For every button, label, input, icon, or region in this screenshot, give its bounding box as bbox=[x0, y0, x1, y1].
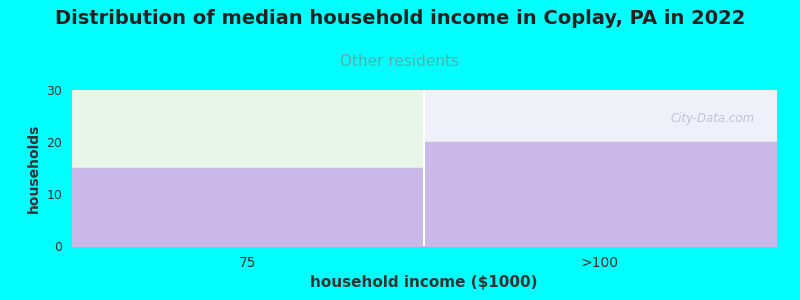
Text: Distribution of median household income in Coplay, PA in 2022: Distribution of median household income … bbox=[55, 9, 745, 28]
Text: Other residents: Other residents bbox=[341, 54, 459, 69]
Y-axis label: households: households bbox=[27, 123, 41, 213]
Text: City-Data.com: City-Data.com bbox=[670, 112, 755, 124]
X-axis label: household income ($1000): household income ($1000) bbox=[310, 275, 538, 290]
